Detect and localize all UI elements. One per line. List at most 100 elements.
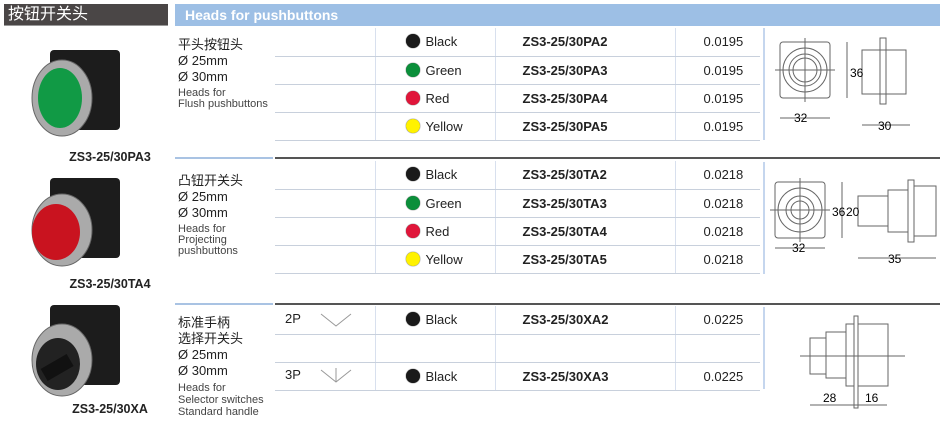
color-swatch-icon [405, 312, 420, 327]
position-label: 2P [285, 311, 301, 327]
dim-depth: 35 [888, 252, 902, 266]
divider [763, 28, 765, 140]
position-cell: 3P [275, 362, 375, 391]
color-cell: Red [374, 84, 495, 113]
weight-cell: 0.0195 [674, 56, 760, 85]
color-label: Red [425, 223, 450, 239]
divider [763, 307, 765, 389]
dim-width: 32 [794, 111, 808, 125]
product-model: ZS3-25/30XA [72, 402, 148, 416]
code-cell: ZS3-25/30TA2 [494, 161, 675, 190]
code-cell: ZS3-25/30PA4 [494, 84, 675, 113]
product-description: 凸钮开关头 Ø 25mm Ø 30mm Heads for Projecting… [178, 173, 243, 257]
dim-depth: 30 [878, 119, 892, 133]
color-label: Black [425, 368, 458, 384]
divider [175, 157, 273, 159]
name-cn: 标准手柄 [178, 315, 231, 330]
position-cell [275, 161, 375, 190]
code-cell: ZS3-25/30PA2 [494, 28, 675, 57]
divider [175, 303, 273, 305]
name-en: Standard handle [178, 406, 259, 418]
dim-height: 36 [850, 66, 864, 80]
weight-cell: 0.0218 [674, 189, 760, 218]
code-cell: ZS3-25/30XA2 [494, 306, 675, 335]
flush-pushbutton-image [31, 50, 120, 137]
projecting-pushbutton-image [31, 178, 120, 267]
table-row: Red ZS3-25/30PA4 0.0195 [275, 84, 760, 113]
color-label: Yellow [425, 251, 463, 267]
color-cell: Yellow [374, 245, 495, 274]
color-label: Red [425, 90, 450, 106]
position-cell [275, 189, 375, 218]
position-cell [275, 56, 375, 85]
spec-table: Black ZS3-25/30TA2 0.0218 Green ZS3-25/30TA3… [275, 161, 760, 274]
size: Ø 30mm [178, 363, 228, 378]
color-swatch-icon [405, 167, 420, 182]
product-description: 标准手柄 选择开关头 Ø 25mm Ø 30mm Heads for Selec… [178, 315, 264, 418]
product-model: ZS3-25/30PA3 [69, 150, 151, 164]
size: Ø 25mm [178, 347, 228, 362]
table-row: Green ZS3-25/30PA3 0.0195 [275, 56, 760, 85]
color-cell: Green [374, 56, 495, 85]
two-position-icon [320, 313, 352, 327]
divider [763, 162, 765, 274]
dim-inner: 20 [846, 205, 860, 219]
dim-front: 28 [823, 391, 837, 405]
size: Ø 30mm [178, 69, 228, 84]
code-cell: ZS3-25/30TA3 [494, 189, 675, 218]
position-cell [275, 28, 375, 57]
spec-table: Black ZS3-25/30PA2 0.0195 Green ZS3-25/30PA3… [275, 28, 760, 141]
table-row: Black ZS3-25/30PA2 0.0195 [275, 28, 760, 57]
color-swatch-icon [405, 118, 420, 133]
color-swatch-icon [405, 34, 420, 49]
position-label: 3P [285, 367, 301, 383]
name-cn: 凸钮开关头 [178, 173, 244, 188]
weight-cell: 0.0195 [674, 28, 760, 57]
color-cell: Black [374, 306, 495, 335]
three-position-icon [320, 368, 352, 383]
weight-cell: 0.0225 [674, 362, 760, 391]
product-description: 平头按钮头 Ø 25mm Ø 30mm Heads for Flush push… [178, 37, 268, 110]
name-cn: 平头按钮头 [178, 37, 244, 52]
size: Ø 30mm [178, 205, 228, 220]
divider [275, 303, 940, 305]
table-row: Green ZS3-25/30TA3 0.0218 [275, 189, 760, 218]
color-label: Black [425, 34, 458, 50]
color-cell: Black [374, 161, 495, 190]
section-title-en: Heads for pushbuttons [175, 4, 940, 26]
dim-height: 36 [832, 205, 846, 219]
color-swatch-icon [405, 62, 420, 77]
table-row: Black ZS3-25/30TA2 0.0218 [275, 161, 760, 190]
product-model: ZS3-25/30TA4 [69, 277, 151, 291]
weight-cell: 0.0218 [674, 245, 760, 274]
color-label: Black [425, 167, 458, 183]
color-label: Yellow [425, 118, 463, 134]
position-cell [275, 84, 375, 113]
name-en: Flush pushbuttons [178, 98, 268, 110]
table-row: 3P Black ZS3-25/30XA3 0.0225 [275, 362, 760, 391]
position-cell: 2P [275, 306, 375, 335]
spec-table: 2P Black ZS3-25/30XA2 0.0225 3P Black ZS3-25/3… [275, 306, 760, 391]
position-cell [275, 245, 375, 274]
empty-cell [674, 334, 760, 363]
weight-cell: 0.0218 [674, 161, 760, 190]
color-cell: Green [374, 189, 495, 218]
name-en: pushbuttons [178, 245, 238, 257]
table-row: Yellow ZS3-25/30TA5 0.0218 [275, 245, 760, 274]
name-en: Heads for [178, 223, 226, 235]
selector-dimension-drawing: 28 16 [800, 315, 905, 409]
table-row: Yellow ZS3-25/30PA5 0.0195 [275, 112, 760, 141]
weight-cell: 0.0218 [674, 217, 760, 246]
size: Ø 25mm [178, 53, 228, 68]
color-label: Black [425, 312, 458, 328]
position-cell [275, 112, 375, 141]
name-cn: 选择开关头 [178, 331, 244, 346]
color-swatch-icon [405, 195, 420, 210]
name-en: Selector switches [178, 394, 264, 406]
size: Ø 25mm [178, 189, 228, 204]
selector-switch-image [31, 305, 120, 397]
projecting-dimension-drawing: 32 36 20 35 [770, 178, 937, 266]
position-cell [275, 217, 375, 246]
color-swatch-icon [405, 368, 420, 383]
code-cell: ZS3-25/30PA5 [494, 112, 675, 141]
